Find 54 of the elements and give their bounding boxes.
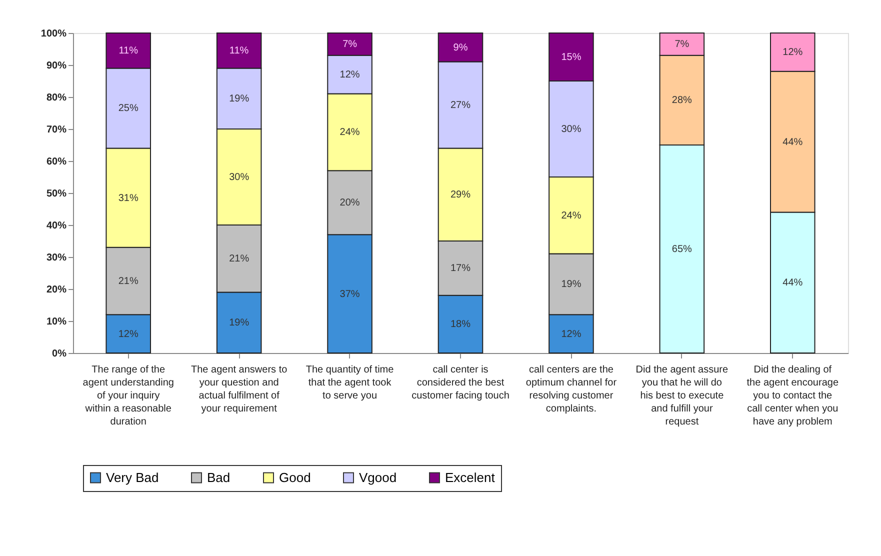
data-label: 21% [118, 276, 138, 287]
data-label: 44% [782, 278, 803, 289]
data-label: 29% [450, 190, 471, 201]
data-label: 12% [561, 328, 582, 340]
data-label: 7% [342, 39, 358, 50]
data-label: 30% [561, 124, 582, 135]
data-label: 31% [118, 192, 138, 204]
y-tick-label: 70% [46, 124, 67, 136]
data-label: 19% [561, 279, 582, 290]
data-label: 7% [674, 39, 690, 50]
x-tick-label: The quantity of time that the agent took to serve you [306, 364, 394, 402]
data-label: 19% [229, 318, 250, 329]
y-tick-label: 40% [46, 220, 67, 232]
data-label: 12% [782, 47, 803, 58]
legend-label: Bad [207, 470, 230, 485]
data-label: 15% [561, 52, 582, 63]
y-tick-label: 0% [52, 348, 67, 360]
y-tick-label: 30% [46, 252, 67, 264]
data-label: 24% [561, 210, 582, 222]
data-label: 44% [782, 136, 803, 148]
data-label: 12% [118, 328, 138, 340]
data-label: 25% [118, 103, 138, 114]
data-label: 28% [672, 95, 692, 106]
data-label: 24% [340, 127, 360, 138]
data-label: 21% [229, 254, 250, 265]
x-tick-label: The agent answers to your question and actual fulfilment of your requirement [190, 364, 288, 414]
data-label: 37% [340, 288, 360, 300]
data-label: 30% [229, 172, 250, 183]
y-tick-label: 10% [46, 316, 67, 328]
x-tick-label: Did the dealing of the agent encourage you to contact the call center when you have any problem [746, 364, 839, 428]
y-tick-label: 20% [46, 284, 67, 296]
x-tick-label: Did the agent assure you that he will do his best to execute and fulfill your request [636, 364, 729, 428]
data-label: 19% [229, 94, 250, 105]
legend-label: Very Bad [106, 470, 159, 485]
legend-label: Vgood [359, 470, 397, 485]
y-tick-label: 50% [46, 188, 67, 200]
x-tick-label: The range of the agent understanding of your inquiry within a reasonable duration [82, 364, 174, 428]
data-label: 11% [229, 46, 249, 57]
legend-label: Good [279, 470, 311, 485]
data-label: 17% [450, 263, 471, 274]
y-tick-label: 60% [46, 156, 67, 168]
y-tick-label: 80% [46, 92, 67, 104]
legend-label: Excelent [445, 470, 496, 485]
data-label: 20% [340, 198, 360, 209]
data-label: 65% [672, 244, 692, 255]
data-label: 27% [450, 100, 471, 111]
x-tick-label: call centers are the optimum channel for resolving customer complaints. [526, 364, 618, 414]
data-label: 11% [118, 46, 138, 57]
data-label: 12% [340, 70, 360, 81]
y-tick-label: 100% [40, 28, 67, 40]
data-label: 9% [453, 42, 468, 54]
data-label: 18% [450, 319, 471, 330]
x-tick-label: call center is considered the best customer facing touch [412, 364, 510, 402]
y-tick-label: 90% [46, 60, 67, 72]
